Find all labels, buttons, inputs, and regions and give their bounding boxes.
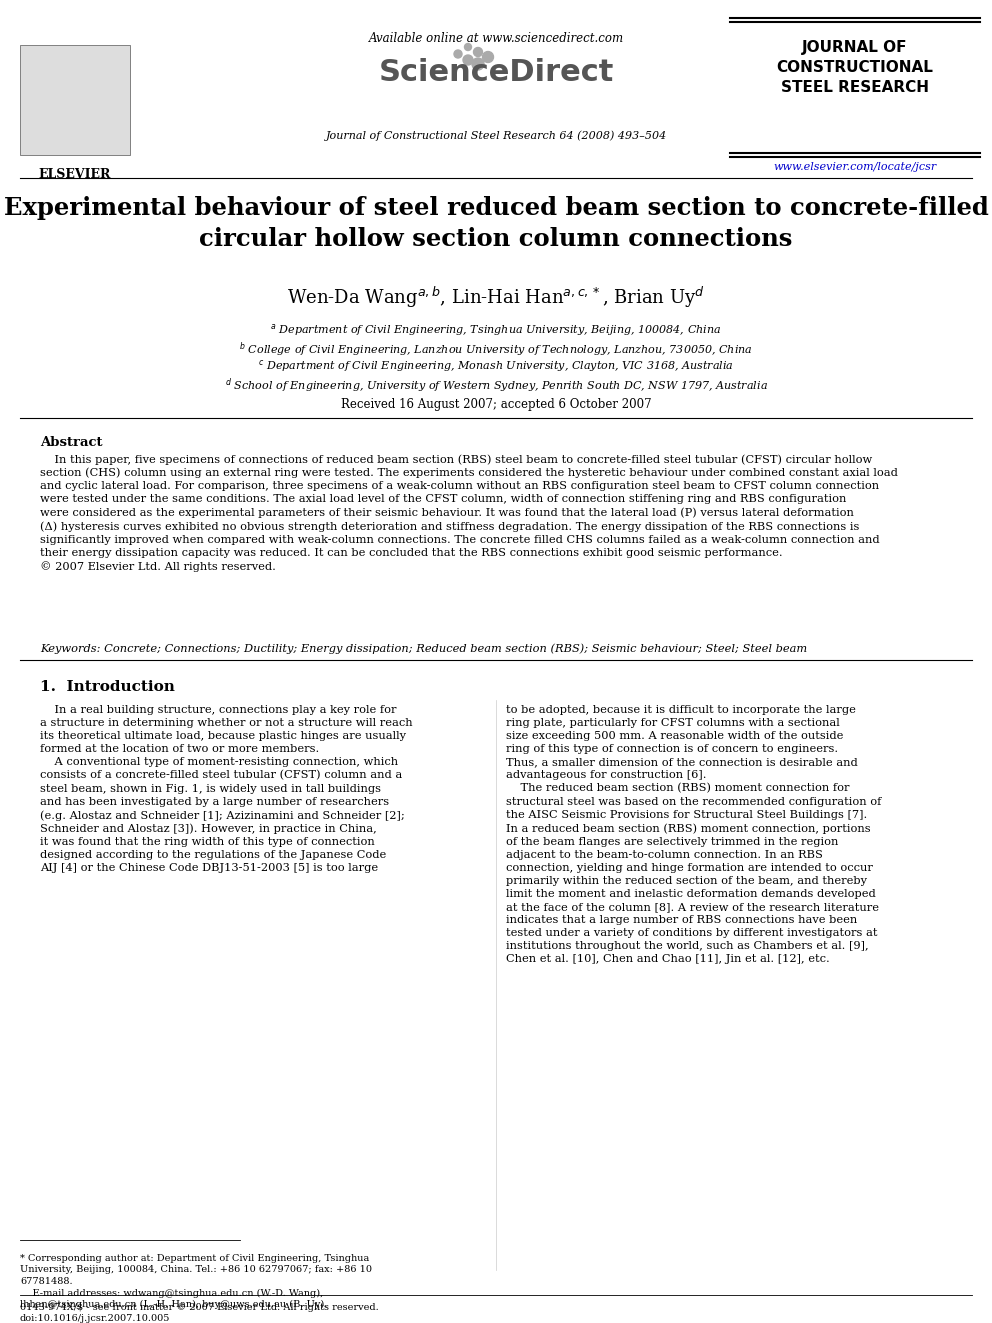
Text: In a real building structure, connections play a key role for
a structure in det: In a real building structure, connection… (40, 705, 413, 873)
Text: JOURNAL OF
CONSTRUCTIONAL
STEEL RESEARCH: JOURNAL OF CONSTRUCTIONAL STEEL RESEARCH (777, 40, 933, 95)
Text: Keywords: Concrete; Connections; Ductility; Energy dissipation; Reduced beam sec: Keywords: Concrete; Connections; Ductili… (40, 643, 807, 654)
Text: ScienceDirect: ScienceDirect (378, 58, 614, 87)
Circle shape (463, 56, 473, 65)
Text: 0143-974X/$ - see front matter © 2007 Elsevier Ltd. All rights reserved.
doi:10.: 0143-974X/$ - see front matter © 2007 El… (20, 1303, 379, 1323)
Text: Available online at www.sciencedirect.com: Available online at www.sciencedirect.co… (368, 32, 624, 45)
Circle shape (472, 58, 484, 70)
Circle shape (473, 48, 482, 57)
Text: Experimental behaviour of steel reduced beam section to concrete-filled
circular: Experimental behaviour of steel reduced … (4, 196, 988, 250)
Text: Received 16 August 2007; accepted 6 October 2007: Received 16 August 2007; accepted 6 Octo… (340, 398, 652, 411)
Text: In this paper, five specimens of connections of reduced beam section (RBS) steel: In this paper, five specimens of connect… (40, 454, 898, 573)
Text: www.elsevier.com/locate/jcsr: www.elsevier.com/locate/jcsr (774, 161, 936, 172)
Circle shape (454, 50, 462, 58)
Text: $^d$ School of Engineering, University of Western Sydney, Penrith South DC, NSW : $^d$ School of Engineering, University o… (224, 376, 768, 394)
Text: Abstract: Abstract (40, 437, 102, 448)
Circle shape (482, 52, 493, 62)
FancyBboxPatch shape (20, 45, 130, 155)
Circle shape (464, 44, 471, 50)
Text: $^a$ Department of Civil Engineering, Tsinghua University, Beijing, 100084, Chin: $^a$ Department of Civil Engineering, Ts… (271, 321, 721, 337)
Text: $^b$ College of Civil Engineering, Lanzhou University of Technology, Lanzhou, 73: $^b$ College of Civil Engineering, Lanzh… (239, 340, 753, 359)
Text: ELSEVIER: ELSEVIER (39, 168, 111, 181)
Text: to be adopted, because it is difficult to incorporate the large
ring plate, part: to be adopted, because it is difficult t… (506, 705, 881, 964)
Text: 1.  Introduction: 1. Introduction (40, 680, 175, 695)
Text: * Corresponding author at: Department of Civil Engineering, Tsinghua
University,: * Corresponding author at: Department of… (20, 1254, 372, 1310)
Text: Journal of Constructional Steel Research 64 (2008) 493–504: Journal of Constructional Steel Research… (325, 130, 667, 140)
Text: $^c$ Department of Civil Engineering, Monash University, Clayton, VIC 3168, Aust: $^c$ Department of Civil Engineering, Mo… (258, 359, 734, 374)
Text: Wen-Da Wang$^{a,b}$, Lin-Hai Han$^{a,c,*}$, Brian Uy$^{d}$: Wen-Da Wang$^{a,b}$, Lin-Hai Han$^{a,c,*… (287, 284, 705, 310)
